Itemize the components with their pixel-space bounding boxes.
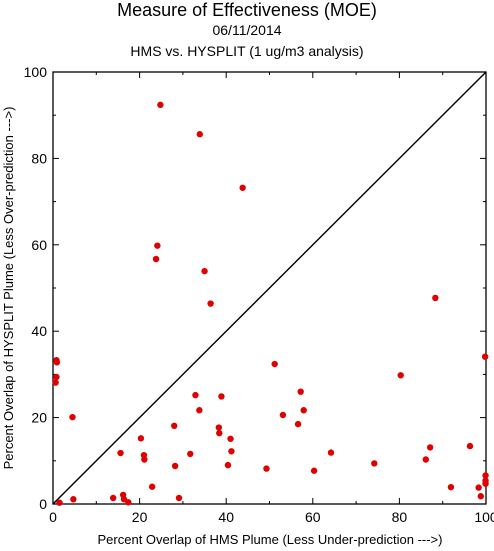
data-point (171, 462, 179, 470)
data-point (175, 494, 183, 502)
data-point (52, 379, 59, 386)
data-point (187, 450, 194, 458)
data-point (371, 460, 378, 467)
data-point (196, 131, 203, 138)
data-point (117, 449, 124, 457)
data-point (310, 467, 318, 474)
data-point (53, 359, 61, 366)
data-point (271, 360, 278, 368)
y-tick-label: 20 (31, 410, 47, 426)
data-point (216, 429, 223, 437)
x-tick-label: 60 (305, 509, 321, 525)
data-point (426, 444, 434, 451)
data-point (482, 480, 489, 487)
chart-subtitle-date: 06/11/2014 (212, 22, 282, 38)
axis-ticks: 0 20 40 60 80 100 0 20 40 60 80 100 (24, 64, 494, 525)
x-tick-label: 80 (392, 509, 408, 525)
x-axis-label: Percent Overlap of HMS Plume (Less Under… (98, 532, 443, 547)
data-point (297, 388, 304, 395)
y-tick-label: 100 (24, 64, 48, 80)
y-tick-label: 0 (39, 496, 47, 512)
y-axis-label: Percent Overlap of HYSPLIT Plume (Less O… (1, 107, 16, 470)
y-tick-label: 80 (31, 150, 47, 166)
data-point (279, 411, 287, 419)
data-point (148, 483, 156, 490)
data-point (109, 494, 117, 502)
x-tick-label: 100 (474, 509, 494, 525)
chart-subtitle-analysis: HMS vs. HYSPLIT (1 ug/m3 analysis) (130, 43, 364, 59)
data-point (125, 499, 132, 506)
x-tick-label: 0 (49, 509, 57, 525)
x-tick-label: 20 (132, 509, 148, 525)
data-point (154, 242, 161, 249)
data-point (224, 461, 232, 469)
data-point (69, 413, 76, 421)
data-point (475, 484, 482, 491)
y-tick-label: 40 (31, 323, 47, 339)
data-points (52, 101, 489, 506)
x-tick-label: 40 (218, 509, 234, 525)
reference-diagonal-line (52, 71, 487, 505)
data-point (447, 483, 455, 491)
data-point (137, 435, 145, 442)
data-point (215, 424, 223, 431)
data-point (477, 493, 485, 500)
data-point (196, 407, 203, 414)
data-point (481, 353, 489, 360)
data-point (466, 442, 474, 450)
data-point (422, 456, 430, 463)
data-point (227, 435, 234, 442)
data-point (192, 391, 199, 399)
chart-title: Measure of Effectiveness (MOE) (117, 0, 377, 20)
data-point (141, 456, 148, 463)
data-point (152, 255, 160, 263)
data-point (201, 267, 208, 275)
data-point (218, 393, 225, 400)
data-point (56, 499, 63, 506)
data-point (53, 373, 60, 381)
data-point (432, 294, 439, 302)
data-point (482, 472, 489, 479)
data-point (397, 372, 404, 379)
data-point (263, 465, 270, 472)
data-point (70, 496, 77, 503)
data-point (327, 449, 335, 456)
data-point (294, 420, 302, 428)
data-point (239, 184, 246, 191)
data-point (300, 407, 307, 414)
data-point (171, 422, 178, 430)
data-point (228, 448, 235, 455)
data-point (207, 300, 214, 307)
data-point (157, 101, 164, 109)
y-tick-label: 60 (31, 237, 47, 253)
